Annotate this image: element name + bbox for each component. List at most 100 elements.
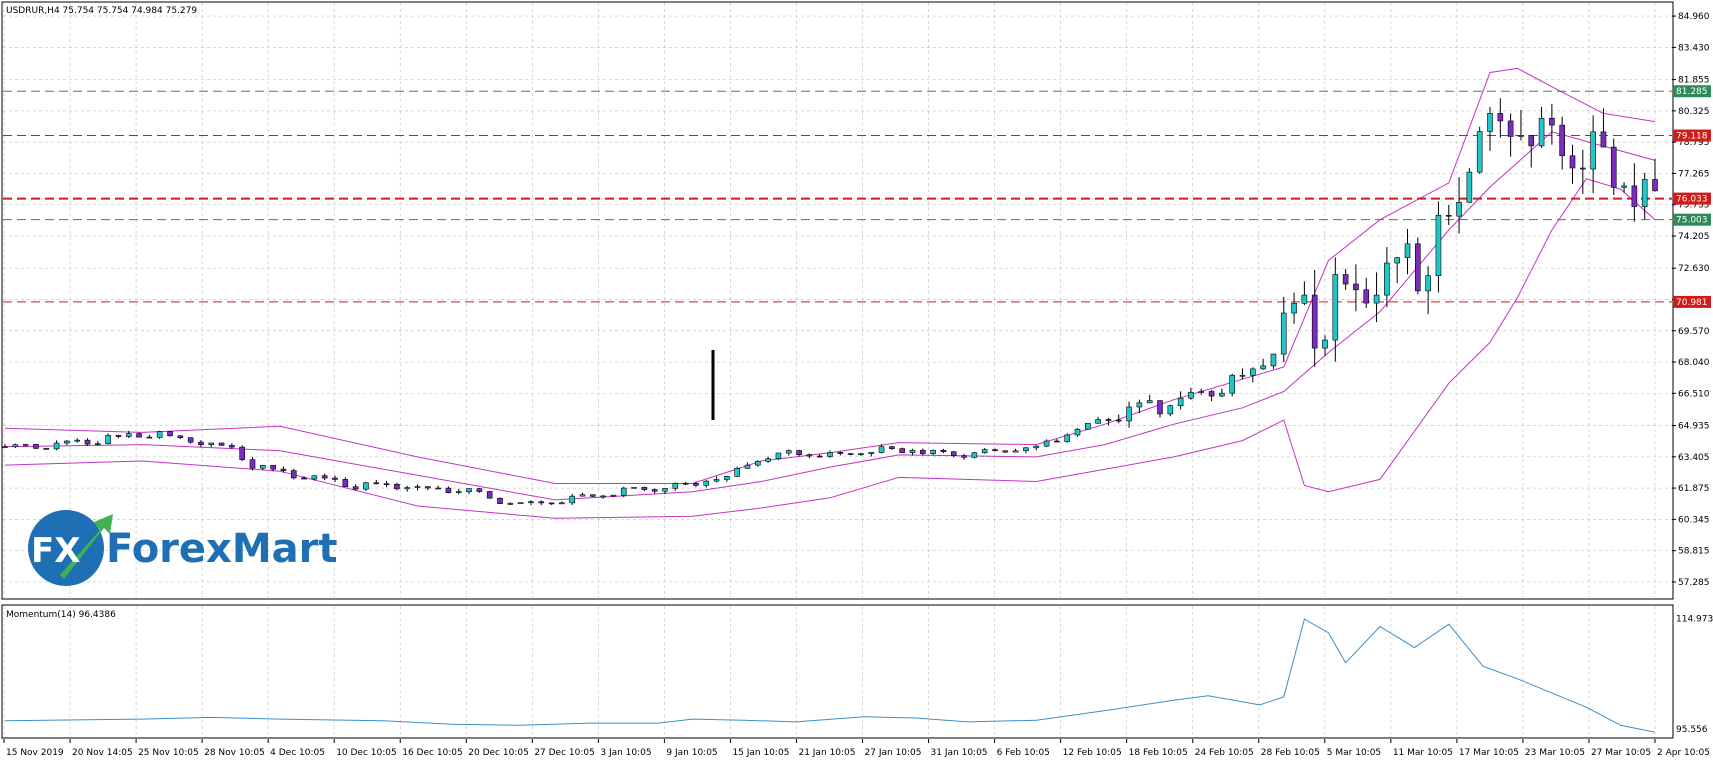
- candle-bear: [940, 450, 947, 452]
- candle-bull: [1198, 391, 1205, 393]
- x-tick-label: 20 Nov 14:05: [72, 748, 133, 758]
- candle-bear: [1445, 214, 1452, 217]
- candle-bear: [352, 486, 359, 490]
- candle-bull: [404, 487, 410, 490]
- candle-bull: [724, 476, 730, 480]
- candle-bear: [270, 464, 276, 470]
- candle-bull: [1590, 131, 1596, 170]
- x-tick-label: 28 Nov 10:05: [204, 748, 265, 758]
- candle-bull: [1260, 365, 1266, 370]
- candle-bear: [693, 483, 699, 486]
- candle-bear: [1652, 179, 1658, 192]
- candle-bull: [785, 450, 792, 454]
- candle-bull: [981, 449, 988, 454]
- candle-bear: [816, 455, 823, 458]
- bollinger-lower-line: [4, 178, 1656, 519]
- candle-bull: [1621, 185, 1627, 188]
- x-tick-label: 3 Jan 10:05: [600, 748, 651, 758]
- level-label: 75.003: [1676, 216, 1708, 226]
- level-label-box: [1673, 129, 1711, 142]
- candle-bear: [239, 446, 245, 460]
- candle-bull: [1404, 243, 1411, 258]
- level-label-box: [1673, 213, 1711, 226]
- y-tick-label: 84.960: [1678, 12, 1710, 22]
- candle-bear: [950, 451, 957, 456]
- candle-bull: [734, 467, 740, 477]
- candle-bear: [1497, 113, 1504, 122]
- candle-bear: [1002, 450, 1009, 453]
- candle-bull: [713, 479, 720, 482]
- candle-bear: [342, 479, 349, 488]
- x-tick-label: 24 Feb 10:05: [1195, 748, 1254, 758]
- candle-bull: [1487, 113, 1493, 132]
- candle-bull: [1146, 400, 1153, 404]
- candle-bull: [1033, 445, 1040, 449]
- candle-bear: [1580, 167, 1586, 170]
- candle-bear: [548, 502, 555, 505]
- y-tick-label: 75.735: [1678, 201, 1710, 211]
- level-label: 81.285: [1676, 87, 1708, 97]
- candle-bear: [920, 449, 926, 454]
- candle-bull: [1219, 392, 1225, 397]
- x-tick-label: 18 Feb 10:05: [1129, 748, 1188, 758]
- candle-bear: [806, 454, 813, 457]
- candle-bull: [1239, 375, 1246, 377]
- x-tick-label: 15 Nov 2019: [6, 748, 64, 758]
- candle-bull: [105, 435, 111, 444]
- candle-bull: [466, 488, 472, 492]
- candle-bull: [64, 440, 70, 444]
- candle-bull: [2, 446, 8, 448]
- candle-bull: [1373, 294, 1380, 304]
- candle-bull: [1456, 202, 1462, 217]
- x-tick-label: 10 Dec 10:05: [336, 748, 397, 758]
- candle-bull: [53, 442, 60, 450]
- level-label-box: [1673, 85, 1711, 98]
- y-tick-label: 63.405: [1678, 453, 1710, 463]
- candle-bear: [445, 487, 452, 494]
- candle-bear: [641, 487, 648, 490]
- candle-bull: [858, 453, 864, 455]
- candle-bull: [1466, 171, 1473, 203]
- candle-bull: [517, 502, 524, 504]
- candle-bear: [425, 486, 431, 489]
- candle-bear: [301, 477, 307, 480]
- candle-bull: [909, 449, 916, 453]
- candle-bull: [631, 487, 637, 489]
- candle-bull: [610, 494, 617, 497]
- x-tick-label: 6 Feb 10:05: [997, 748, 1050, 758]
- x-tick-label: 4 Dec 10:05: [270, 748, 325, 758]
- candle-bull: [1023, 447, 1029, 452]
- y-tick-label: 66.510: [1678, 389, 1710, 399]
- candle-bull: [579, 494, 586, 497]
- candle-bear: [249, 459, 256, 469]
- candle-bull: [528, 501, 534, 504]
- candle-bull: [311, 475, 318, 480]
- y-tick-label: 68.040: [1678, 358, 1710, 368]
- momentum-panel: [4, 618, 1656, 733]
- candle-bull: [1476, 131, 1483, 173]
- candle-bear: [1569, 155, 1576, 169]
- candle-bear: [1105, 419, 1112, 421]
- logo-fx-text: FX: [31, 531, 80, 571]
- candle-bull: [1012, 450, 1019, 453]
- x-tick-label: 16 Dec 10:05: [402, 748, 463, 758]
- candle-bear: [1528, 135, 1535, 147]
- candle-bull: [1229, 375, 1235, 394]
- candle-bull: [755, 461, 761, 466]
- y-tick-label: 69.570: [1678, 327, 1710, 337]
- candle-bull: [1126, 406, 1132, 422]
- candle-bull: [1291, 302, 1297, 314]
- candle-bull: [156, 431, 163, 438]
- candle-bull: [1136, 402, 1143, 408]
- candle-bear: [889, 446, 895, 449]
- candle-bear: [486, 491, 493, 499]
- candle-bear: [538, 501, 545, 504]
- bollinger-middle-line: [4, 131, 1656, 501]
- candle-bear: [177, 435, 184, 438]
- candle-bear: [1631, 185, 1638, 207]
- level-label-box: [1673, 192, 1711, 205]
- candle-bear: [1549, 117, 1555, 126]
- candle-bull: [1425, 275, 1431, 292]
- level-label: 79.118: [1676, 132, 1708, 142]
- y-tick-label: 60.345: [1678, 515, 1710, 525]
